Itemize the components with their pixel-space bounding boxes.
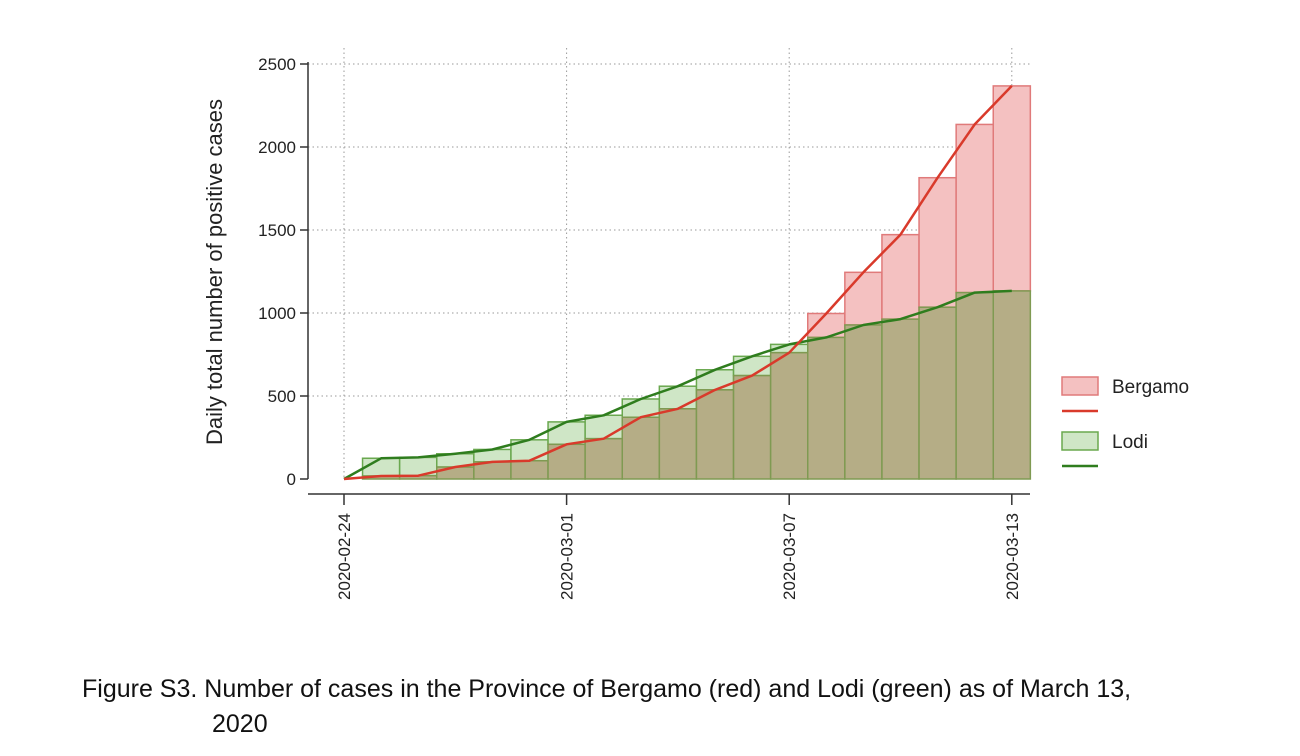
bar-overlap-2020-03-07 <box>769 351 809 480</box>
bar-overlap-2020-02-29 <box>510 459 549 480</box>
bar-overlap-2020-03-04 <box>658 408 698 480</box>
bar-overlap-2020-03-12 <box>955 291 995 480</box>
bar-lodi-2020-02-25 <box>361 457 401 477</box>
legend: Bergamo Lodi <box>1061 376 1189 468</box>
axes: 0 500 1000 1500 2000 2500 Daily total number o… <box>202 55 1030 600</box>
x-tick-label: 2020-03-13 <box>1003 513 1022 600</box>
x-tick-label: 2020-03-01 <box>558 513 577 600</box>
legend-label-lodi: Lodi <box>1112 432 1148 453</box>
x-tick-label: 2020-03-07 <box>780 513 799 600</box>
bar-overlap-2020-03-09 <box>844 324 883 480</box>
legend-swatch-bergamo <box>1061 376 1099 396</box>
bar-overlap-2020-03-03 <box>621 416 661 480</box>
bar-bergamo-2020-03-12 <box>955 123 995 294</box>
bar-overlap-2020-03-05 <box>695 389 735 480</box>
bar-lodi-2020-03-06 <box>732 355 772 377</box>
line-lodi <box>343 289 1012 481</box>
bars <box>361 85 1032 480</box>
chart: 0 500 1000 1500 2000 2500 Daily total number o… <box>202 48 1189 600</box>
legend-swatch-lodi <box>1061 431 1099 451</box>
legend-label-bergamo: Bergamo <box>1112 377 1189 398</box>
y-tick-label: 500 <box>268 387 296 406</box>
bar-overlap-2020-03-10 <box>881 318 920 480</box>
bar-overlap-2020-03-11 <box>918 306 957 480</box>
figure-caption: Figure S3. Number of cases in the Provin… <box>82 672 1282 742</box>
bar-bergamo-2020-03-09 <box>844 271 883 326</box>
caption-line-2: 2020 <box>212 710 268 738</box>
x-tick-label: 2020-02-24 <box>335 513 354 600</box>
bar-overlap-2020-03-13 <box>992 290 1032 480</box>
bar-bergamo-2020-03-13 <box>992 85 1032 292</box>
series-lines <box>343 85 1013 481</box>
caption-line-1: Figure S3. Number of cases in the Provin… <box>82 675 1132 703</box>
y-axis-title: Daily total number of positive cases <box>202 99 227 445</box>
bar-lodi-2020-03-01 <box>547 421 586 446</box>
y-tick-label: 2000 <box>258 138 296 157</box>
line-bergamo <box>343 85 1013 481</box>
bar-overlap-2020-03-02 <box>584 437 624 480</box>
bar-overlap-2020-03-08 <box>807 336 846 480</box>
y-tick-label: 2500 <box>258 55 296 74</box>
bar-overlap-2020-03-06 <box>732 374 772 480</box>
y-tick-label: 1000 <box>258 304 296 323</box>
y-tick-label: 1500 <box>258 221 296 240</box>
y-tick-label: 0 <box>287 470 296 489</box>
bar-lodi-2020-03-05 <box>695 369 735 391</box>
